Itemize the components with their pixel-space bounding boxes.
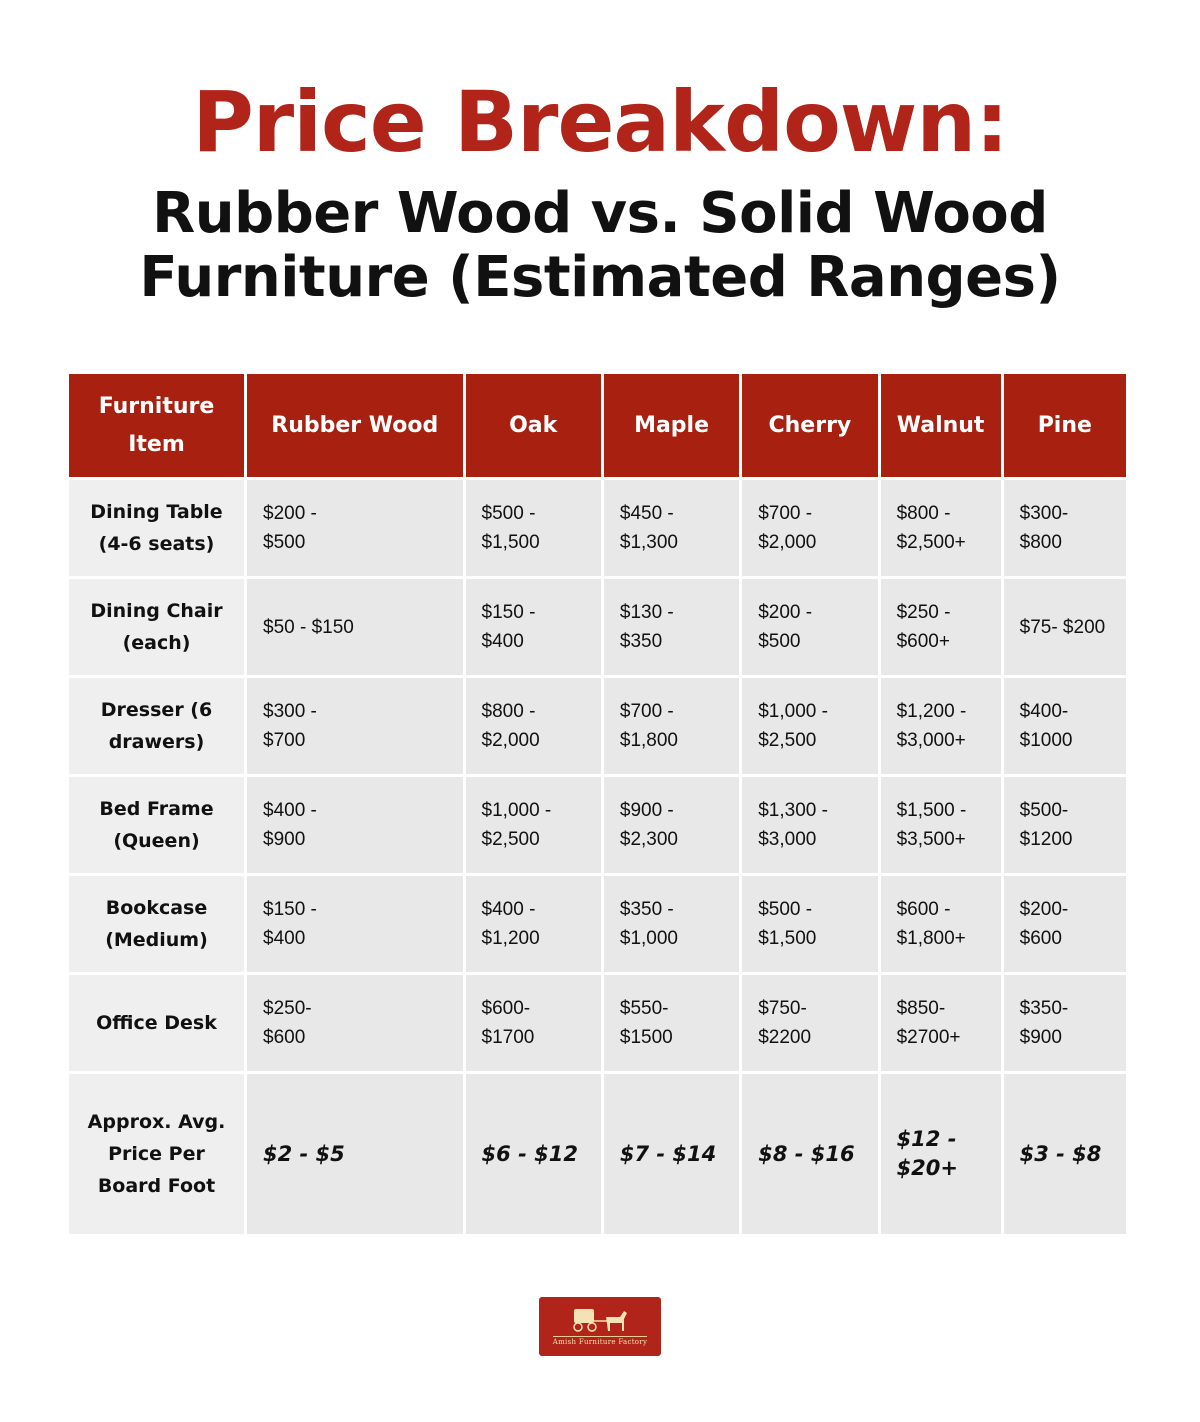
price-cell: $400- $1000 xyxy=(1003,678,1126,774)
price-cell: $500 - $1,500 xyxy=(742,876,878,972)
price-cell: $7 - $14 xyxy=(603,1074,740,1234)
price-cell: $700 - $2,000 xyxy=(742,480,878,576)
price-cell: $900 - $2,300 xyxy=(603,777,740,873)
price-cell: $550- $1500 xyxy=(603,975,740,1071)
header-rubber-wood: Rubber Wood xyxy=(247,374,463,477)
price-cell: $200- $600 xyxy=(1003,876,1126,972)
price-cell: $300- $800 xyxy=(1003,480,1126,576)
price-cell: $800 - $2,000 xyxy=(465,678,601,774)
price-cell: $600- $1700 xyxy=(465,975,601,1071)
brand-logo: Amish Furniture Factory xyxy=(539,1297,661,1356)
price-cell: $3 - $8 xyxy=(1003,1074,1126,1234)
table-row: Bookcase (Medium) $150 - $400 $400 - $1,20… xyxy=(69,876,1126,972)
price-cell: $200 - $500 xyxy=(247,480,463,576)
price-cell: $1,300 - $3,000 xyxy=(742,777,878,873)
price-cell: $12 - $20+ xyxy=(880,1074,1001,1234)
price-cell: $400 - $1,200 xyxy=(465,876,601,972)
price-cell: $1,500 - $3,500+ xyxy=(880,777,1001,873)
price-cell: $800 - $2,500+ xyxy=(880,480,1001,576)
price-cell: $250- $600 xyxy=(247,975,463,1071)
price-cell: $8 - $16 xyxy=(742,1074,878,1234)
page-title: Price Breakdown: xyxy=(192,73,1009,171)
price-cell: $75- $200 xyxy=(1003,579,1126,675)
price-cell: $150 - $400 xyxy=(465,579,601,675)
price-cell: $500- $1200 xyxy=(1003,777,1126,873)
table-row: Dresser (6 drawers) $300 - $700 $800 - $2,… xyxy=(69,678,1126,774)
header-furniture-item: Furniture Item xyxy=(69,374,244,477)
price-table: Furniture Item Rubber Wood Oak Maple Che… xyxy=(66,371,1129,1237)
price-cell: $450 - $1,300 xyxy=(603,480,740,576)
price-cell: $350- $900 xyxy=(1003,975,1126,1071)
price-cell: $400 - $900 xyxy=(247,777,463,873)
logo-text: Amish Furniture Factory xyxy=(552,1336,648,1346)
furniture-item-cell: Bed Frame (Queen) xyxy=(69,777,244,873)
price-cell: $250 - $600+ xyxy=(880,579,1001,675)
furniture-item-cell: Approx. Avg. Price Per Board Foot xyxy=(69,1074,244,1234)
price-cell: $600 - $1,800+ xyxy=(880,876,1001,972)
furniture-item-cell: Dresser (6 drawers) xyxy=(69,678,244,774)
furniture-item-cell: Dining Chair (each) xyxy=(69,579,244,675)
price-cell: $500 - $1,500 xyxy=(465,480,601,576)
price-cell: $1,000 - $2,500 xyxy=(465,777,601,873)
price-cell: $6 - $12 xyxy=(465,1074,601,1234)
furniture-item-cell: Dining Table (4-6 seats) xyxy=(69,480,244,576)
furniture-item-cell: Office Desk xyxy=(69,975,244,1071)
price-cell: $2 - $5 xyxy=(247,1074,463,1234)
header-row: Furniture Item Rubber Wood Oak Maple Che… xyxy=(69,374,1126,477)
table-row: Office Desk $250- $600 $600- $1700 $550- $1… xyxy=(69,975,1126,1071)
price-cell: $150 - $400 xyxy=(247,876,463,972)
price-cell: $130 - $350 xyxy=(603,579,740,675)
horse-and-buggy-icon xyxy=(573,1309,627,1332)
table-row: Dining Table (4-6 seats) $200 - $500 $500 … xyxy=(69,480,1126,576)
header-maple: Maple xyxy=(603,374,740,477)
price-cell: $750- $2200 xyxy=(742,975,878,1071)
price-cell: $1,200 - $3,000+ xyxy=(880,678,1001,774)
header-walnut: Walnut xyxy=(880,374,1001,477)
price-cell: $850- $2700+ xyxy=(880,975,1001,1071)
header-oak: Oak xyxy=(465,374,601,477)
price-cell: $1,000 - $2,500 xyxy=(742,678,878,774)
header-cherry: Cherry xyxy=(742,374,878,477)
price-cell: $300 - $700 xyxy=(247,678,463,774)
header-pine: Pine xyxy=(1003,374,1126,477)
page-subtitle: Rubber Wood vs. Solid Wood Furniture (Es… xyxy=(139,181,1061,310)
price-cell: $50 - $150 xyxy=(247,579,463,675)
price-cell: $350 - $1,000 xyxy=(603,876,740,972)
price-cell: $200 - $500 xyxy=(742,579,878,675)
table-row: Approx. Avg. Price Per Board Foot $2 - $5… xyxy=(69,1074,1126,1234)
furniture-item-cell: Bookcase (Medium) xyxy=(69,876,244,972)
price-cell: $700 - $1,800 xyxy=(603,678,740,774)
table-row: Dining Chair (each) $50 - $150 $150 - $400… xyxy=(69,579,1126,675)
table-row: Bed Frame (Queen) $400 - $900 $1,000 - $2,… xyxy=(69,777,1126,873)
